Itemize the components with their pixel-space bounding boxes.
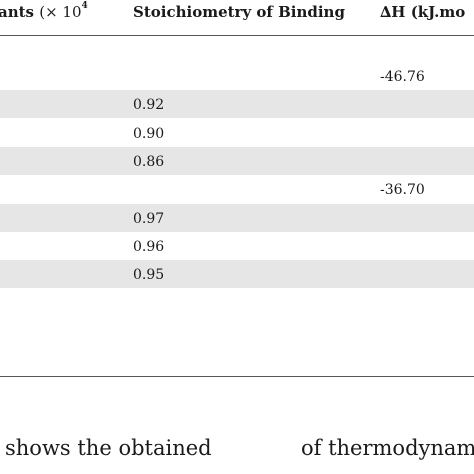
table-row: 0.96 [0, 232, 474, 260]
header-times-ten: (× 10 [39, 3, 82, 21]
stoichiometry-cell: 0.96 [133, 238, 165, 255]
caption-left: shows the obtained [5, 436, 212, 460]
table-row: -36.70 [0, 175, 474, 203]
table-row: 0.90 [0, 119, 474, 147]
enthalpy-cell: -36.70 [380, 182, 425, 199]
caption-right: of thermodynamic [301, 436, 474, 460]
stoichiometry-cell: 0.86 [133, 153, 165, 170]
table-row: -46.76 [0, 62, 474, 90]
table-row: 0.97 [0, 203, 474, 232]
stoichiometry-cell: 0.97 [133, 210, 165, 227]
header-binding-constants: ants (× 104 [0, 1, 88, 21]
stoichiometry-cell: 0.92 [133, 97, 165, 114]
table-header: ants (× 104 Stoichiometry of Binding ∆H … [0, 0, 474, 28]
stoichiometry-cell: 0.90 [133, 125, 165, 142]
header-rule [0, 35, 474, 36]
table-row: 0.95 [0, 260, 474, 289]
header-binding-constants-text: ants [0, 3, 34, 21]
enthalpy-cell: -46.76 [380, 69, 425, 85]
header-enthalpy: ∆H (kJ.mo [380, 3, 466, 21]
stoichiometry-cell: 0.95 [133, 267, 165, 284]
table-row: 0.86 [0, 146, 474, 175]
header-stoichiometry: Stoichiometry of Binding [133, 3, 345, 21]
bottom-rule [0, 376, 474, 377]
header-exponent: 4 [81, 1, 88, 11]
table-row: 0.92 [0, 90, 474, 119]
